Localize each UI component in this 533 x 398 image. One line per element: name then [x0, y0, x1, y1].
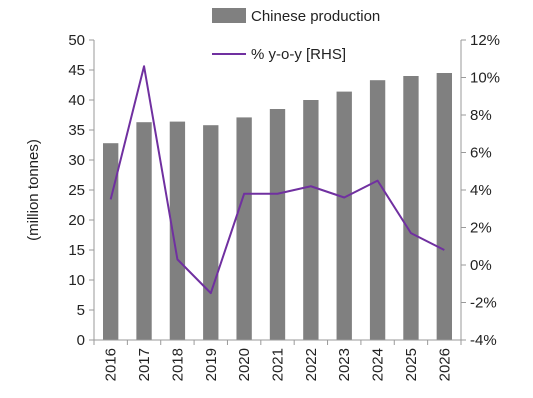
bar	[336, 91, 352, 340]
x-tick-label: 2026	[436, 348, 453, 381]
bar	[303, 100, 319, 340]
y2-tick-label: 8%	[470, 107, 492, 124]
y-axis-title: (million tonnes)	[25, 139, 42, 241]
bar	[103, 143, 119, 340]
line-series	[109, 65, 445, 295]
y-tick-label: 45	[68, 62, 85, 79]
y-tick-label: 25	[68, 182, 85, 199]
bar	[203, 125, 219, 340]
x-tick-label: 2017	[136, 348, 153, 381]
y2-tick-label: 10%	[470, 70, 500, 87]
legend-swatch-bar	[212, 8, 246, 23]
x-tick-label: 2024	[370, 348, 387, 381]
y2-tick-label: 12%	[470, 32, 500, 49]
legend-label-line: % y-o-y [RHS]	[251, 46, 346, 63]
y-tick-label: 30	[68, 152, 85, 169]
legend: Chinese production % y-o-y [RHS]	[212, 8, 380, 63]
y-tick-label: 35	[68, 122, 85, 139]
bar	[436, 73, 452, 340]
bar	[403, 76, 419, 340]
y2-tick-label: -2%	[470, 295, 497, 312]
x-tick-label: 2022	[303, 348, 320, 381]
axes: 05101520253035404550-4%-2%0%2%4%6%8%10%1…	[68, 32, 500, 381]
bar	[136, 122, 152, 340]
x-tick-label: 2020	[236, 348, 253, 381]
y-tick-label: 50	[68, 32, 85, 49]
y2-tick-label: 0%	[470, 257, 492, 274]
y-tick-label: 15	[68, 242, 85, 259]
y-tick-label: 0	[77, 332, 85, 349]
y2-tick-label: 6%	[470, 145, 492, 162]
y-tick-label: 20	[68, 212, 85, 229]
bar	[269, 109, 286, 340]
legend-label-bar: Chinese production	[251, 8, 380, 25]
y-tick-label: 10	[68, 272, 85, 289]
x-tick-label: 2025	[403, 348, 420, 381]
y2-tick-label: 2%	[470, 220, 492, 237]
x-tick-label: 2016	[103, 348, 120, 381]
bar	[236, 117, 252, 341]
bar-series	[103, 73, 452, 341]
y-tick-label: 5	[77, 302, 85, 319]
y2-tick-label: -4%	[470, 332, 497, 349]
x-tick-label: 2019	[203, 348, 220, 381]
bar	[169, 121, 186, 340]
x-tick-label: 2023	[336, 348, 353, 381]
series-line	[109, 65, 445, 295]
bar	[369, 80, 386, 340]
y-tick-label: 40	[68, 92, 85, 109]
y2-tick-label: 4%	[470, 182, 492, 199]
x-tick-label: 2021	[270, 348, 287, 381]
x-tick-label: 2018	[169, 348, 186, 381]
